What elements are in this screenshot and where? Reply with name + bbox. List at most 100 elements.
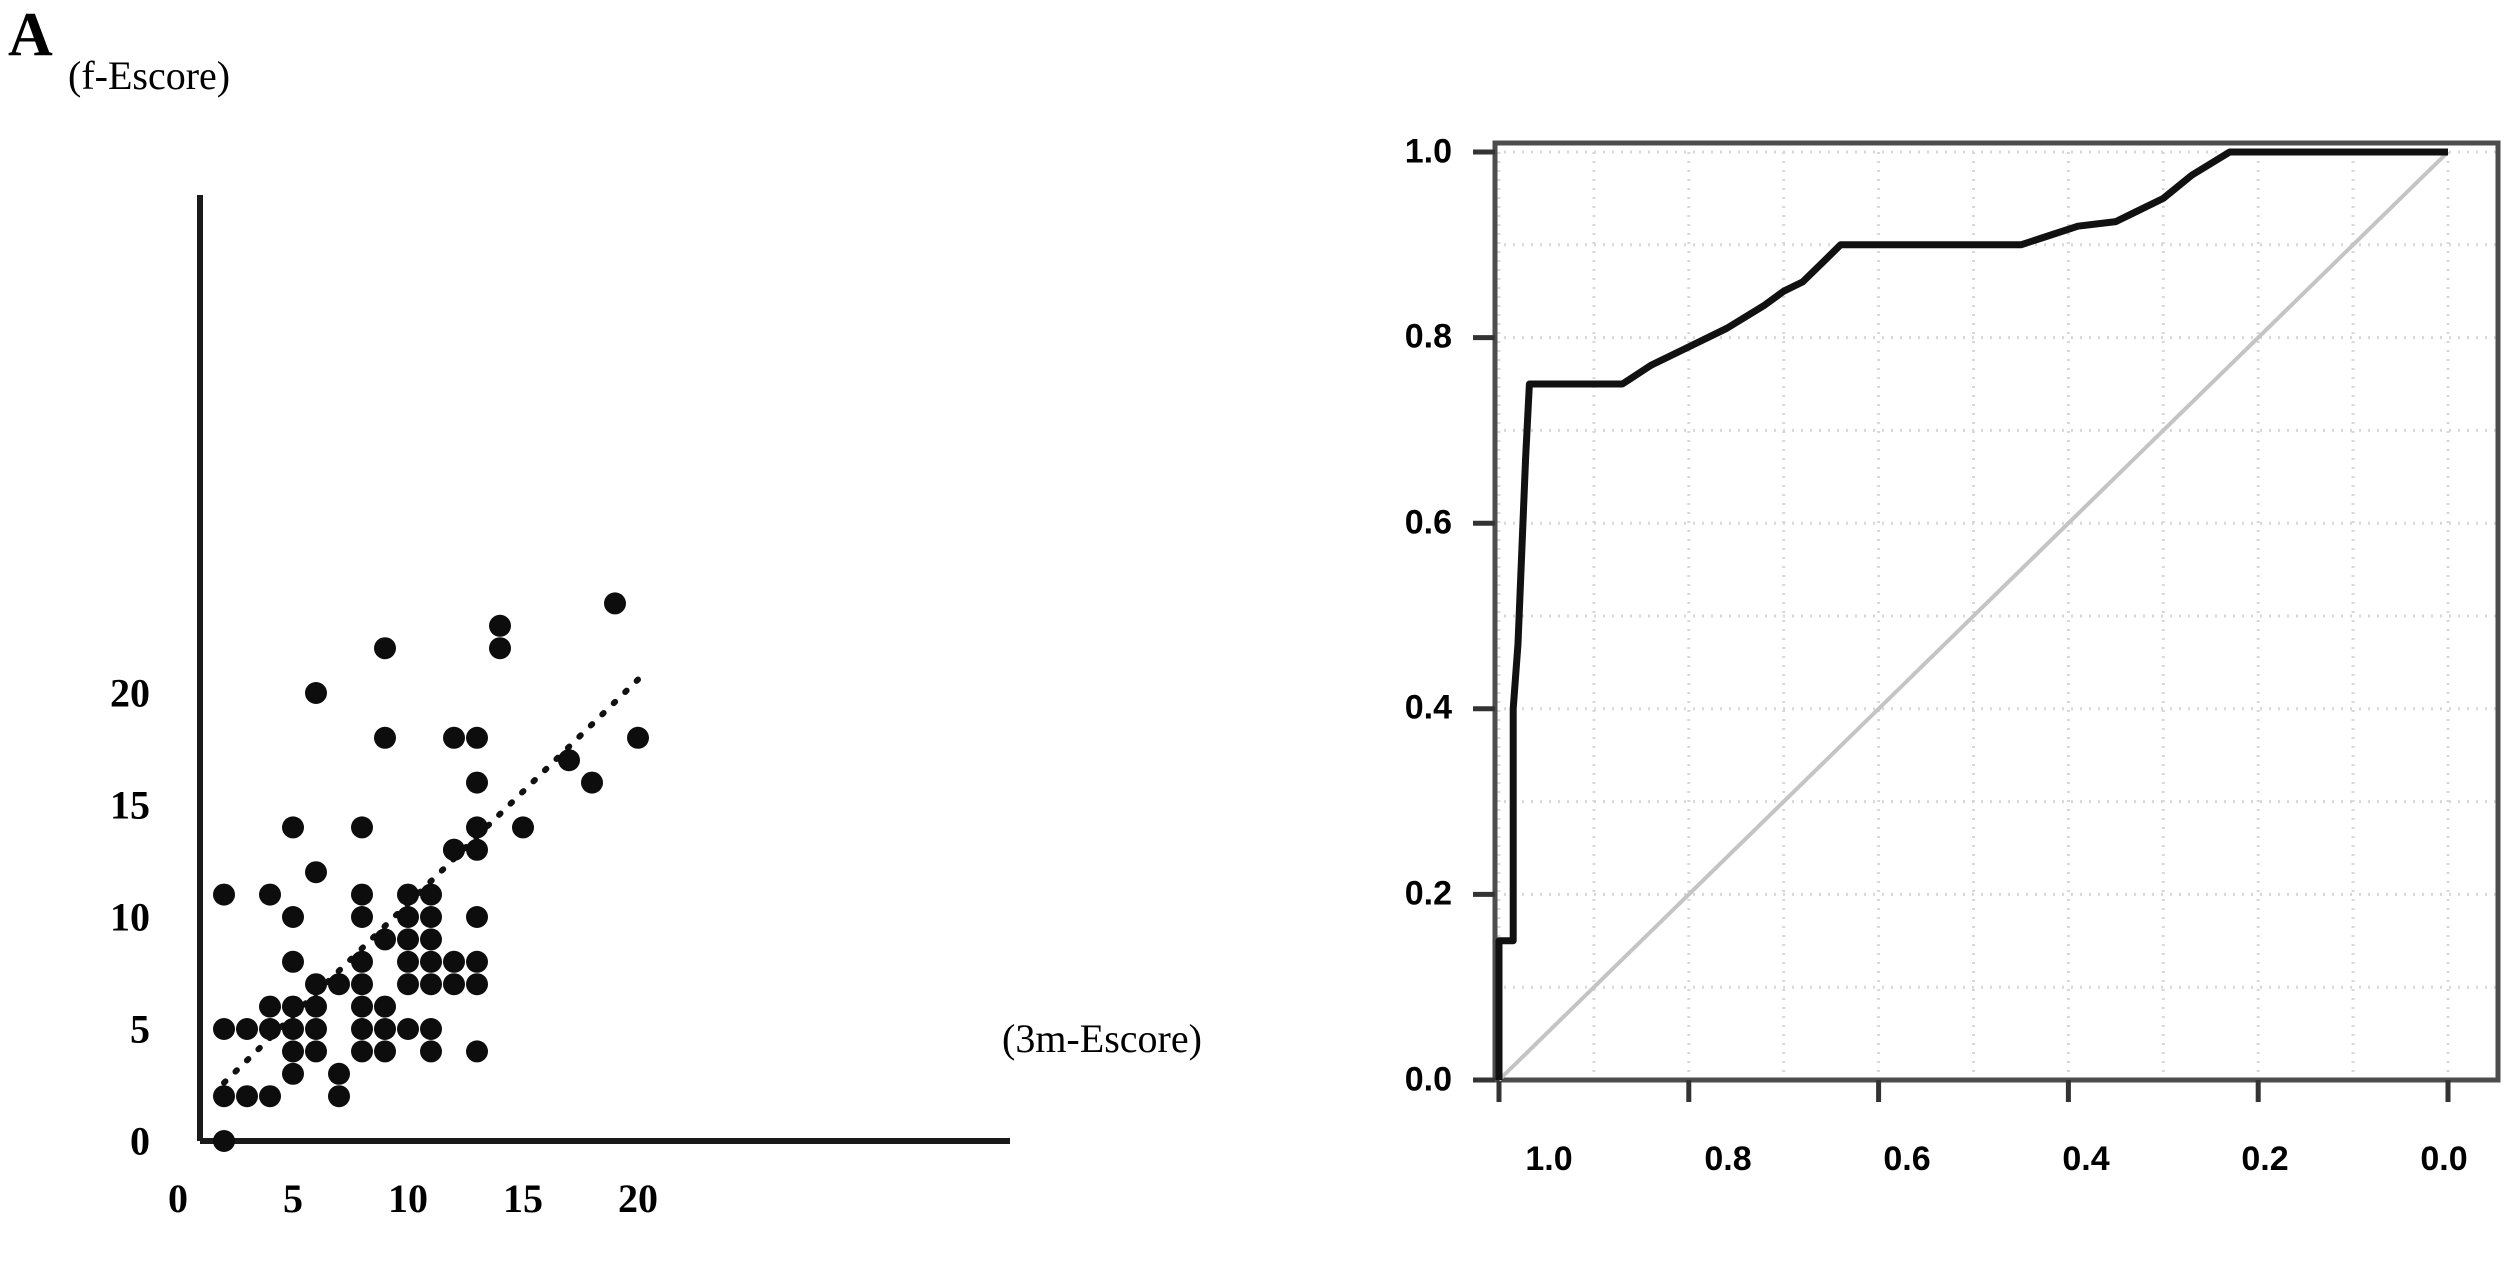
panel-b-plot-frame bbox=[1492, 140, 2501, 1083]
panel-a-datapoints bbox=[213, 592, 649, 1152]
panel-a-datapoint bbox=[351, 906, 373, 928]
panel-a-datapoint bbox=[259, 1085, 281, 1108]
panel-a-xtick-0: 0 bbox=[168, 1176, 188, 1221]
panel-a-ytick-20: 20 bbox=[110, 670, 150, 716]
panel-b-xtick-1.0: 1.0 bbox=[1525, 1140, 1573, 1178]
panel-a-xtick-5: 5 bbox=[283, 1176, 303, 1221]
panel-b-xtick-0.8: 0.8 bbox=[1704, 1140, 1752, 1178]
panel-a-datapoint bbox=[397, 906, 419, 928]
panel-a-datapoint bbox=[328, 973, 350, 996]
panel-a-datapoint bbox=[305, 861, 327, 884]
panel-b-roc-curve bbox=[1495, 148, 2448, 1080]
panel-a-datapoint bbox=[259, 995, 281, 1018]
panel-a-datapoint bbox=[466, 726, 488, 749]
panel-a-datapoint bbox=[305, 995, 327, 1018]
panel-a-datapoint bbox=[213, 1018, 235, 1040]
panel-a-datapoint bbox=[213, 1130, 235, 1152]
panel-b-ytick-0.0: 0.0 bbox=[1404, 1060, 1452, 1099]
panel-b-ytick-0.8: 0.8 bbox=[1404, 317, 1452, 356]
panel-a-datapoint bbox=[351, 950, 373, 973]
panel-a-datapoint bbox=[512, 816, 534, 839]
panel-a-datapoint bbox=[282, 995, 304, 1018]
panel-a-datapoint bbox=[489, 614, 511, 637]
panel-a-datapoint bbox=[305, 1040, 327, 1063]
panel-b-xtick-0.4: 0.4 bbox=[2062, 1140, 2110, 1178]
panel-a-datapoint bbox=[213, 883, 235, 906]
panel-a-datapoint bbox=[282, 816, 304, 839]
panel-a-datapoint bbox=[420, 883, 442, 906]
panel-b-xtick-0.6: 0.6 bbox=[1883, 1140, 1931, 1178]
panel-a-datapoint bbox=[236, 1018, 258, 1040]
panel-a-datapoint bbox=[420, 906, 442, 928]
panel-a-datapoint bbox=[374, 726, 396, 749]
panel-a-xtick-15: 15 bbox=[503, 1176, 543, 1221]
panel-a-datapoint bbox=[420, 950, 442, 973]
panel-a-datapoint bbox=[305, 1018, 327, 1040]
panel-a-datapoint bbox=[397, 883, 419, 906]
panel-a-datapoint bbox=[581, 771, 603, 794]
panel-a-datapoint bbox=[466, 950, 488, 973]
panel-b-ytick-0.2: 0.2 bbox=[1404, 874, 1452, 913]
panel-a-datapoint bbox=[351, 1040, 373, 1063]
panel-b-xtick-0.0: 0.0 bbox=[2420, 1140, 2468, 1178]
panel-a-xtick-20: 20 bbox=[618, 1176, 658, 1221]
panel-a-datapoint bbox=[397, 973, 419, 996]
panel-b-reference-diagonal bbox=[1497, 150, 2450, 1082]
panel-a-datapoint bbox=[351, 973, 373, 996]
panel-a-datapoint bbox=[420, 1018, 442, 1040]
panel-a: A (f-Escore) (3m-Escore) 0 5 10 15 20 0 … bbox=[8, 1, 1202, 1221]
panel-b-ytick-0.4: 0.4 bbox=[1404, 688, 1452, 727]
panel-a-datapoint bbox=[305, 973, 327, 996]
panel-a-datapoint bbox=[420, 1040, 442, 1063]
panel-a-datapoint bbox=[443, 726, 465, 749]
panel-a-ytick-15: 15 bbox=[110, 782, 150, 828]
panel-a-datapoint bbox=[397, 928, 419, 951]
panel-a-datapoint bbox=[259, 1018, 281, 1040]
panel-b-gridlines bbox=[1495, 143, 2498, 1082]
panel-b-tickmarks bbox=[1473, 149, 2451, 1102]
panel-a-datapoint bbox=[489, 637, 511, 660]
panel-a-datapoint bbox=[466, 816, 488, 839]
panel-a-datapoint bbox=[443, 950, 465, 973]
panel-a-datapoint bbox=[397, 950, 419, 973]
panel-a-datapoint bbox=[351, 816, 373, 839]
panel-a-datapoint bbox=[397, 1018, 419, 1040]
panel-a-ytick-0: 0 bbox=[130, 1118, 150, 1164]
panel-a-ytick-10: 10 bbox=[110, 894, 150, 940]
panel-a-x-axis-title: (3m-Escore) bbox=[1002, 1016, 1202, 1061]
panel-a-datapoint bbox=[374, 995, 396, 1018]
panel-a-datapoint bbox=[604, 592, 626, 615]
panel-a-datapoint bbox=[282, 906, 304, 928]
panel-a-datapoint bbox=[374, 1018, 396, 1040]
panel-a-datapoint bbox=[443, 838, 465, 861]
panel-a-datapoint bbox=[558, 749, 580, 772]
panel-a-axes bbox=[197, 195, 1010, 1144]
panel-a-datapoint bbox=[466, 1040, 488, 1063]
panel-a-datapoint bbox=[627, 726, 649, 749]
panel-a-datapoint bbox=[282, 1062, 304, 1085]
panel-a-datapoint bbox=[351, 995, 373, 1018]
panel-a-datapoint bbox=[328, 1085, 350, 1108]
panel-a-datapoint bbox=[213, 1085, 235, 1108]
panel-a-datapoint bbox=[374, 928, 396, 951]
panel-b-ytick-1.0: 1.0 bbox=[1404, 132, 1452, 171]
panel-a-datapoint bbox=[420, 928, 442, 951]
panel-a-datapoint bbox=[282, 950, 304, 973]
panel-a-datapoint bbox=[466, 838, 488, 861]
panel-a-datapoint bbox=[466, 771, 488, 794]
panel-a-plot bbox=[197, 195, 1010, 1152]
panel-a-datapoint bbox=[466, 973, 488, 996]
panel-b-xtick-0.2: 0.2 bbox=[2241, 1140, 2289, 1178]
panel-a-datapoint bbox=[351, 883, 373, 906]
panel-a-datapoint bbox=[282, 1040, 304, 1063]
panel-a-datapoint bbox=[374, 637, 396, 660]
panel-a-datapoint bbox=[420, 973, 442, 996]
panel-a-datapoint bbox=[328, 1062, 350, 1085]
panel-a-xtick-10: 10 bbox=[388, 1176, 428, 1221]
panel-a-datapoint bbox=[259, 883, 281, 906]
panel-a-datapoint bbox=[443, 973, 465, 996]
panel-a-datapoint bbox=[374, 1040, 396, 1063]
panel-a-datapoint bbox=[351, 1018, 373, 1040]
panel-a-letter: A bbox=[8, 1, 53, 69]
